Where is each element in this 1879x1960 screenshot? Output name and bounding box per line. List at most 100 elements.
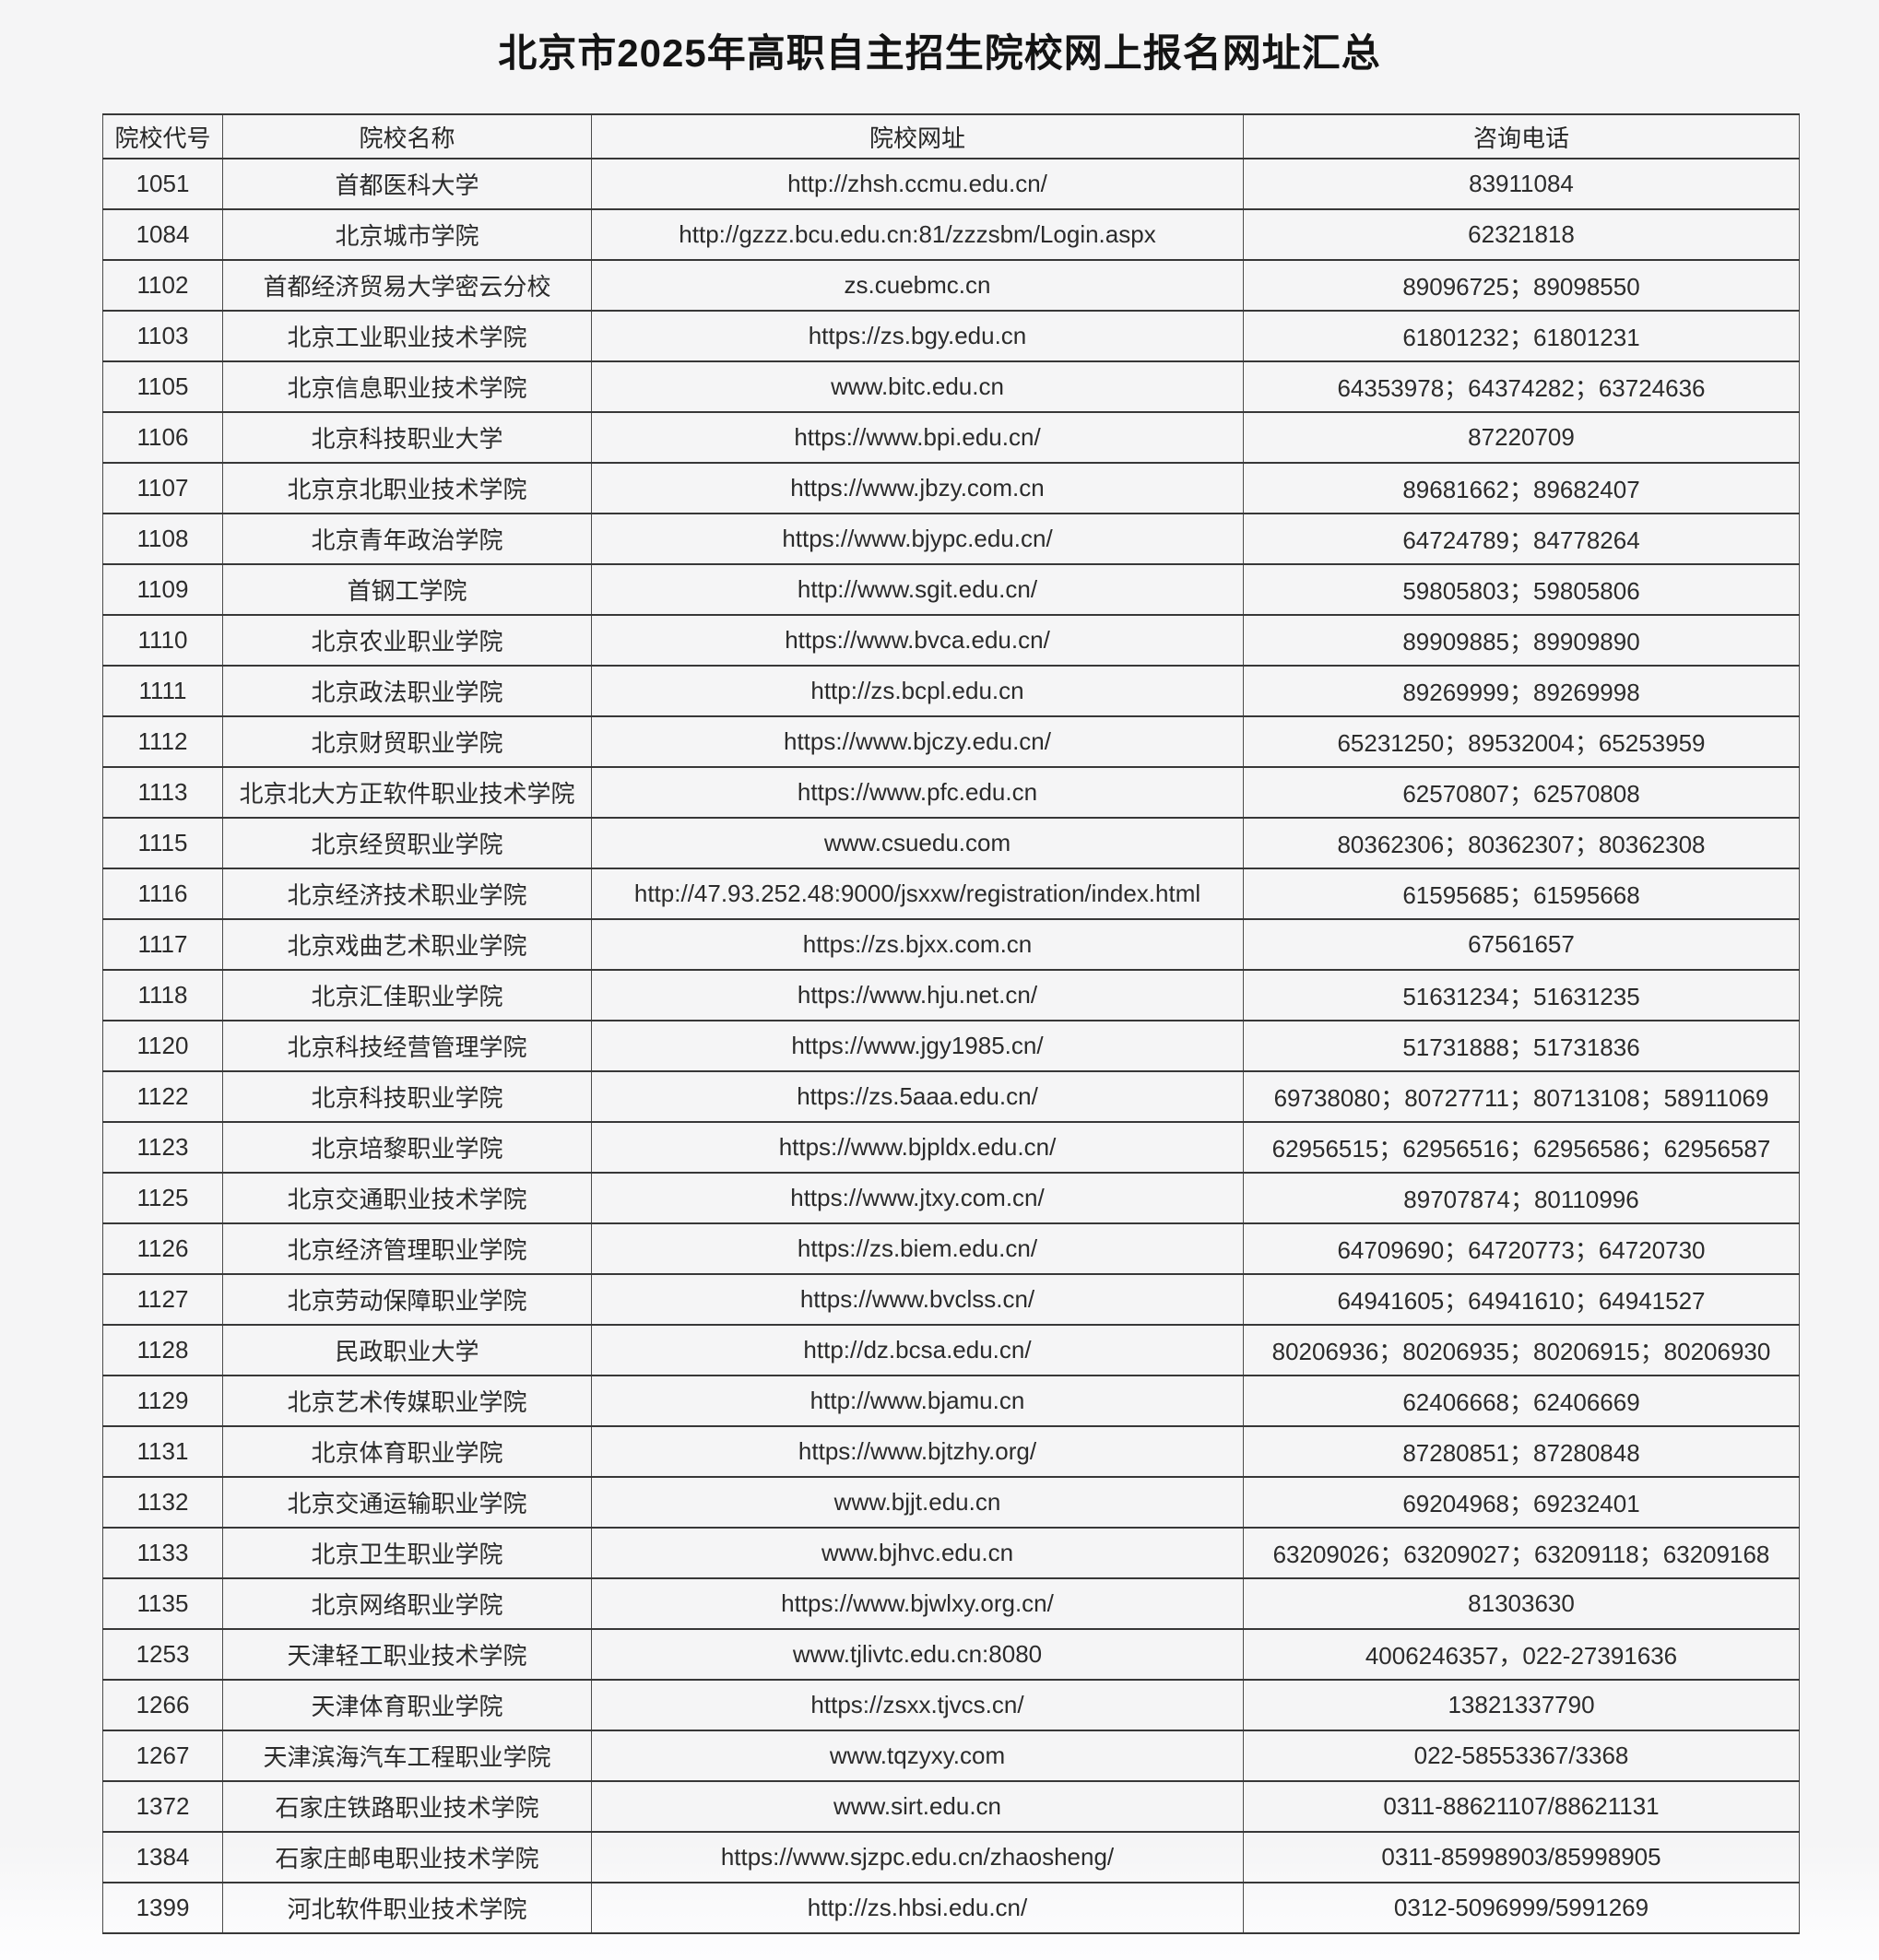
table-row: 1103 北京工业职业技术学院 https://zs.bgy.edu.cn 61…: [102, 310, 1800, 362]
college-name-cell: 北京经贸职业学院: [222, 817, 592, 869]
college-name-cell: 北京青年政治学院: [222, 513, 592, 565]
phone-cell: 4006246357，022-27391636: [1243, 1628, 1800, 1681]
college-name-cell: 北京政法职业学院: [222, 665, 592, 717]
phone-cell: 62570807；62570808: [1243, 766, 1800, 819]
college-code-cell: 1110: [102, 614, 223, 667]
phone-cell: 61595685；61595668: [1243, 868, 1800, 920]
college-name-cell: 北京艺术传媒职业学院: [222, 1375, 592, 1427]
college-name-cell: 北京体育职业学院: [222, 1425, 592, 1478]
college-url-cell: https://www.bjypc.edu.cn/: [591, 513, 1244, 565]
college-url-cell: https://www.jbzy.com.cn: [591, 462, 1244, 514]
college-code-cell: 1117: [102, 918, 223, 971]
college-code-cell: 1102: [102, 259, 223, 312]
college-url-cell: www.tqzyxy.com: [591, 1730, 1244, 1782]
college-name-cell: 北京卫生职业学院: [222, 1527, 592, 1579]
college-name-cell: 天津体育职业学院: [222, 1679, 592, 1731]
college-url-cell: https://www.sjzpc.edu.cn/zhaosheng/: [591, 1831, 1244, 1883]
college-url-cell: http://zhsh.ccmu.edu.cn/: [591, 158, 1244, 210]
phone-cell: 89681662；89682407: [1243, 462, 1800, 514]
college-code-cell: 1103: [102, 310, 223, 362]
table-row: 1116 北京经济技术职业学院 http://47.93.252.48:9000…: [102, 868, 1800, 920]
college-url-cell: https://www.bvca.edu.cn/: [591, 614, 1244, 667]
college-code-cell: 1372: [102, 1780, 223, 1833]
college-url-cell: https://www.pfc.edu.cn: [591, 766, 1244, 819]
college-url-cell: www.bjjt.edu.cn: [591, 1476, 1244, 1529]
college-url-cell: https://zsxx.tjvcs.cn/: [591, 1679, 1244, 1731]
table-row: 1128 民政职业大学 http://dz.bcsa.edu.cn/ 80206…: [102, 1324, 1800, 1376]
table-row: 1106 北京科技职业大学 https://www.bpi.edu.cn/ 87…: [102, 411, 1800, 464]
college-name-cell: 首都医科大学: [222, 158, 592, 210]
college-name-cell: 北京科技职业大学: [222, 411, 592, 464]
phone-cell: 81303630: [1243, 1577, 1800, 1630]
college-name-cell: 石家庄铁路职业技术学院: [222, 1780, 592, 1833]
phone-cell: 89269999；89269998: [1243, 665, 1800, 717]
phone-cell: 63209026；63209027；63209118；63209168: [1243, 1527, 1800, 1579]
table-row: 1111 北京政法职业学院 http://zs.bcpl.edu.cn 8926…: [102, 665, 1800, 717]
college-name-cell: 北京交通运输职业学院: [222, 1476, 592, 1529]
table-row: 1133 北京卫生职业学院 www.bjhvc.edu.cn 63209026；…: [102, 1527, 1800, 1579]
college-name-cell: 北京科技经营管理学院: [222, 1020, 592, 1072]
college-code-cell: 1109: [102, 563, 223, 616]
table-header: 院校代号 院校名称 院校网址 咨询电话: [102, 113, 1800, 159]
college-code-cell: 1129: [102, 1375, 223, 1427]
college-url-cell: www.csuedu.com: [591, 817, 1244, 869]
college-code-cell: 1118: [102, 969, 223, 1021]
phone-cell: 69204968；69232401: [1243, 1476, 1800, 1529]
college-name-cell: 石家庄邮电职业技术学院: [222, 1831, 592, 1883]
college-name-cell: 北京汇佳职业学院: [222, 969, 592, 1021]
college-code-cell: 1127: [102, 1273, 223, 1326]
college-url-cell: https://www.bjczy.edu.cn/: [591, 715, 1244, 768]
table-row: 1372 石家庄铁路职业技术学院 www.sirt.edu.cn 0311-88…: [102, 1780, 1800, 1833]
college-url-cell: http://zs.bcpl.edu.cn: [591, 665, 1244, 717]
college-name-cell: 北京经济技术职业学院: [222, 868, 592, 920]
phone-cell: 64941605；64941610；64941527: [1243, 1273, 1800, 1326]
college-code-cell: 1128: [102, 1324, 223, 1376]
table-row: 1384 石家庄邮电职业技术学院 https://www.sjzpc.edu.c…: [102, 1831, 1800, 1883]
college-name-cell: 北京网络职业学院: [222, 1577, 592, 1630]
college-code-cell: 1123: [102, 1121, 223, 1174]
table-row: 1127 北京劳动保障职业学院 https://www.bvclss.cn/ 6…: [102, 1273, 1800, 1326]
college-url-cell: www.sirt.edu.cn: [591, 1780, 1244, 1833]
phone-cell: 64724789；84778264: [1243, 513, 1800, 565]
table-row: 1131 北京体育职业学院 https://www.bjtzhy.org/ 87…: [102, 1425, 1800, 1478]
table-row: 1108 北京青年政治学院 https://www.bjypc.edu.cn/ …: [102, 513, 1800, 565]
phone-cell: 61801232；61801231: [1243, 310, 1800, 362]
college-name-cell: 北京劳动保障职业学院: [222, 1273, 592, 1326]
table-row: 1253 天津轻工职业技术学院 www.tjlivtc.edu.cn:8080 …: [102, 1628, 1800, 1681]
phone-cell: 64709690；64720773；64720730: [1243, 1222, 1800, 1275]
college-url-cell: http://www.sgit.edu.cn/: [591, 563, 1244, 616]
table-row: 1117 北京戏曲艺术职业学院 https://zs.bjxx.com.cn 6…: [102, 918, 1800, 971]
page-title: 北京市2025年高职自主招生院校网上报名网址汇总: [498, 31, 1381, 75]
table-row: 1135 北京网络职业学院 https://www.bjwlxy.org.cn/…: [102, 1577, 1800, 1630]
college-name-cell: 天津轻工职业技术学院: [222, 1628, 592, 1681]
table-row: 1129 北京艺术传媒职业学院 http://www.bjamu.cn 6240…: [102, 1375, 1800, 1427]
college-url-cell: https://www.jgy1985.cn/: [591, 1020, 1244, 1072]
college-code-cell: 1125: [102, 1172, 223, 1224]
phone-cell: 69738080；80727711；80713108；58911069: [1243, 1070, 1800, 1123]
phone-cell: 0311-88621107/88621131: [1243, 1780, 1800, 1833]
table-row: 1120 北京科技经营管理学院 https://www.jgy1985.cn/ …: [102, 1020, 1800, 1072]
college-code-cell: 1135: [102, 1577, 223, 1630]
college-code-cell: 1399: [102, 1882, 223, 1934]
college-name-cell: 北京交通职业技术学院: [222, 1172, 592, 1224]
header-phone: 咨询电话: [1243, 113, 1800, 159]
college-name-cell: 天津滨海汽车工程职业学院: [222, 1730, 592, 1782]
college-url-cell: https://www.bjtzhy.org/: [591, 1425, 1244, 1478]
college-url-cell: http://47.93.252.48:9000/jsxxw/registrat…: [591, 868, 1244, 920]
college-code-cell: 1105: [102, 360, 223, 413]
college-url-cell: https://www.bjwlxy.org.cn/: [591, 1577, 1244, 1630]
college-url-cell: http://gzzz.bcu.edu.cn:81/zzzsbm/Login.a…: [591, 208, 1244, 261]
college-url-cell: https://www.jtxy.com.cn/: [591, 1172, 1244, 1224]
table-row: 1113 北京北大方正软件职业技术学院 https://www.pfc.edu.…: [102, 766, 1800, 819]
phone-cell: 0311-85998903/85998905: [1243, 1831, 1800, 1883]
college-code-cell: 1384: [102, 1831, 223, 1883]
college-name-cell: 北京工业职业技术学院: [222, 310, 592, 362]
college-name-cell: 北京北大方正软件职业技术学院: [222, 766, 592, 819]
college-url-cell: http://www.bjamu.cn: [591, 1375, 1244, 1427]
college-code-cell: 1126: [102, 1222, 223, 1275]
college-name-cell: 北京科技职业学院: [222, 1070, 592, 1123]
college-code-cell: 1122: [102, 1070, 223, 1123]
header-college-url: 院校网址: [591, 113, 1244, 159]
college-code-cell: 1113: [102, 766, 223, 819]
